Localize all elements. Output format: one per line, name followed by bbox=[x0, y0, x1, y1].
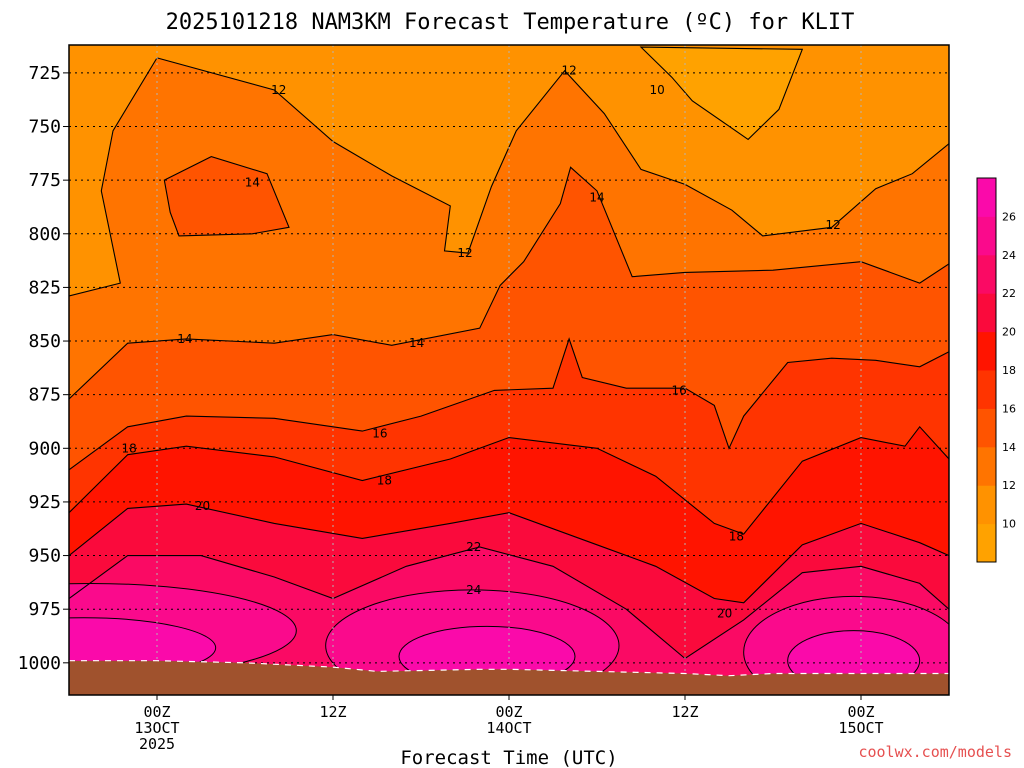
contour-label-14: 20 bbox=[195, 499, 210, 513]
x-tick-label-30-0: 00Z bbox=[495, 703, 522, 721]
colorbar-band-20 bbox=[977, 293, 996, 333]
contour-label-10: 16 bbox=[671, 383, 686, 397]
colorbar-band-22 bbox=[977, 254, 996, 294]
y-axis: 725 750 775 800 825 850 875 900 925 950 975 1000 bbox=[18, 63, 69, 674]
y-tick-label-925: 925 bbox=[28, 492, 61, 513]
colorbar-label-18: 18 bbox=[1002, 364, 1016, 377]
contour-label-12: 18 bbox=[377, 473, 392, 487]
colorbar-band-18 bbox=[977, 331, 996, 371]
contour-label-7: 14 bbox=[177, 332, 192, 346]
colorbar-band-10 bbox=[977, 485, 996, 525]
isotherm-line-14i bbox=[163, 156, 290, 237]
contour-label-0: 12 bbox=[271, 83, 286, 97]
contour-label-6: 12 bbox=[825, 218, 840, 232]
x-tick-label-6-1: 13OCT bbox=[134, 719, 179, 737]
y-tick-label-875: 875 bbox=[28, 385, 61, 406]
y-tick-label-850: 850 bbox=[28, 331, 61, 352]
band-8-10 bbox=[641, 47, 803, 140]
colorbar-band-16 bbox=[977, 370, 996, 409]
isotherm-line-12 bbox=[69, 57, 949, 297]
contour-label-13: 18 bbox=[729, 529, 744, 543]
warm-core-contour-2 bbox=[325, 589, 620, 695]
ground-fill bbox=[69, 660, 949, 695]
colorbar-band-8 bbox=[977, 523, 996, 563]
colorbar-label-12: 12 bbox=[1002, 479, 1016, 492]
y-tick-label-800: 800 bbox=[28, 224, 61, 245]
contour-label-17: 24 bbox=[466, 583, 481, 597]
band-14-16-island bbox=[164, 156, 289, 236]
x-tick-label-6-2: 2025 bbox=[139, 735, 175, 753]
colorbar-label-26: 26 bbox=[1002, 210, 1016, 223]
y-tick-label-725: 725 bbox=[28, 63, 61, 84]
colorbar-label-22: 22 bbox=[1002, 287, 1016, 300]
x-axis-title: Forecast Time (UTC) bbox=[400, 747, 617, 768]
colorbar-band-24 bbox=[977, 216, 996, 256]
colorbar-band-12 bbox=[977, 446, 996, 486]
credit-text[interactable]: coolwx.com/models bbox=[858, 743, 1012, 761]
contour-label-3: 14 bbox=[245, 175, 260, 189]
isotherm-line-10 bbox=[639, 46, 804, 141]
contour-label-16: 22 bbox=[466, 540, 481, 554]
x-tick-label-18-0: 12Z bbox=[319, 703, 346, 721]
y-tick-label-950: 950 bbox=[28, 546, 61, 567]
colorbar-label-16: 16 bbox=[1002, 402, 1016, 415]
x-tick-label-54-1: 15OCT bbox=[838, 719, 883, 737]
colorbar-band-26 bbox=[977, 178, 996, 217]
x-tick-label-42-0: 12Z bbox=[671, 703, 698, 721]
isotherm-line-14u bbox=[69, 166, 949, 400]
x-tick-label-6-0: 00Z bbox=[143, 703, 170, 721]
contour-label-1: 12 bbox=[561, 64, 576, 78]
colorbar-border bbox=[976, 177, 997, 563]
contour-label-5: 12 bbox=[457, 246, 472, 260]
colorbar-label-10: 10 bbox=[1002, 518, 1016, 531]
y-tick-label-900: 900 bbox=[28, 438, 61, 459]
contour-label-15: 20 bbox=[717, 606, 732, 620]
contour-label-2: 10 bbox=[649, 83, 664, 97]
warm-core-contour-4 bbox=[743, 595, 949, 695]
contour-label-9: 16 bbox=[372, 426, 387, 440]
colorbar-legend: 10 12 14 16 18 20 22 24 26 bbox=[976, 177, 1016, 563]
isotherm-line-18 bbox=[69, 425, 949, 535]
x-tick-label-30-1: 14OCT bbox=[486, 719, 531, 737]
contour-label-4: 14 bbox=[589, 190, 604, 204]
colorbar-label-24: 24 bbox=[1002, 249, 1016, 262]
x-tick-label-54-0: 00Z bbox=[847, 703, 874, 721]
y-tick-label-975: 975 bbox=[28, 599, 61, 620]
y-tick-label-750: 750 bbox=[28, 117, 61, 138]
contour-label-8: 14 bbox=[409, 336, 424, 350]
isotherm-line-20 bbox=[69, 503, 949, 604]
plot-area: 12 12 10 14 14 12 12 14 14 16 16 18 18 18 20 20 22 24 bbox=[69, 45, 949, 695]
chart-title: 2025101218 NAM3KM Forecast Temperature (… bbox=[166, 10, 855, 35]
colorbar-label-20: 20 bbox=[1002, 326, 1016, 339]
y-tick-label-775: 775 bbox=[28, 170, 61, 191]
isotherm-line-22 bbox=[69, 546, 949, 660]
y-tick-label-825: 825 bbox=[28, 277, 61, 298]
isotherm-line-16 bbox=[69, 337, 949, 471]
colorbar-band-14 bbox=[977, 408, 996, 448]
contour-label-11: 18 bbox=[121, 441, 136, 455]
plot-border bbox=[68, 44, 950, 696]
colorbar-label-14: 14 bbox=[1002, 441, 1016, 454]
y-tick-label-1000: 1000 bbox=[18, 653, 61, 674]
